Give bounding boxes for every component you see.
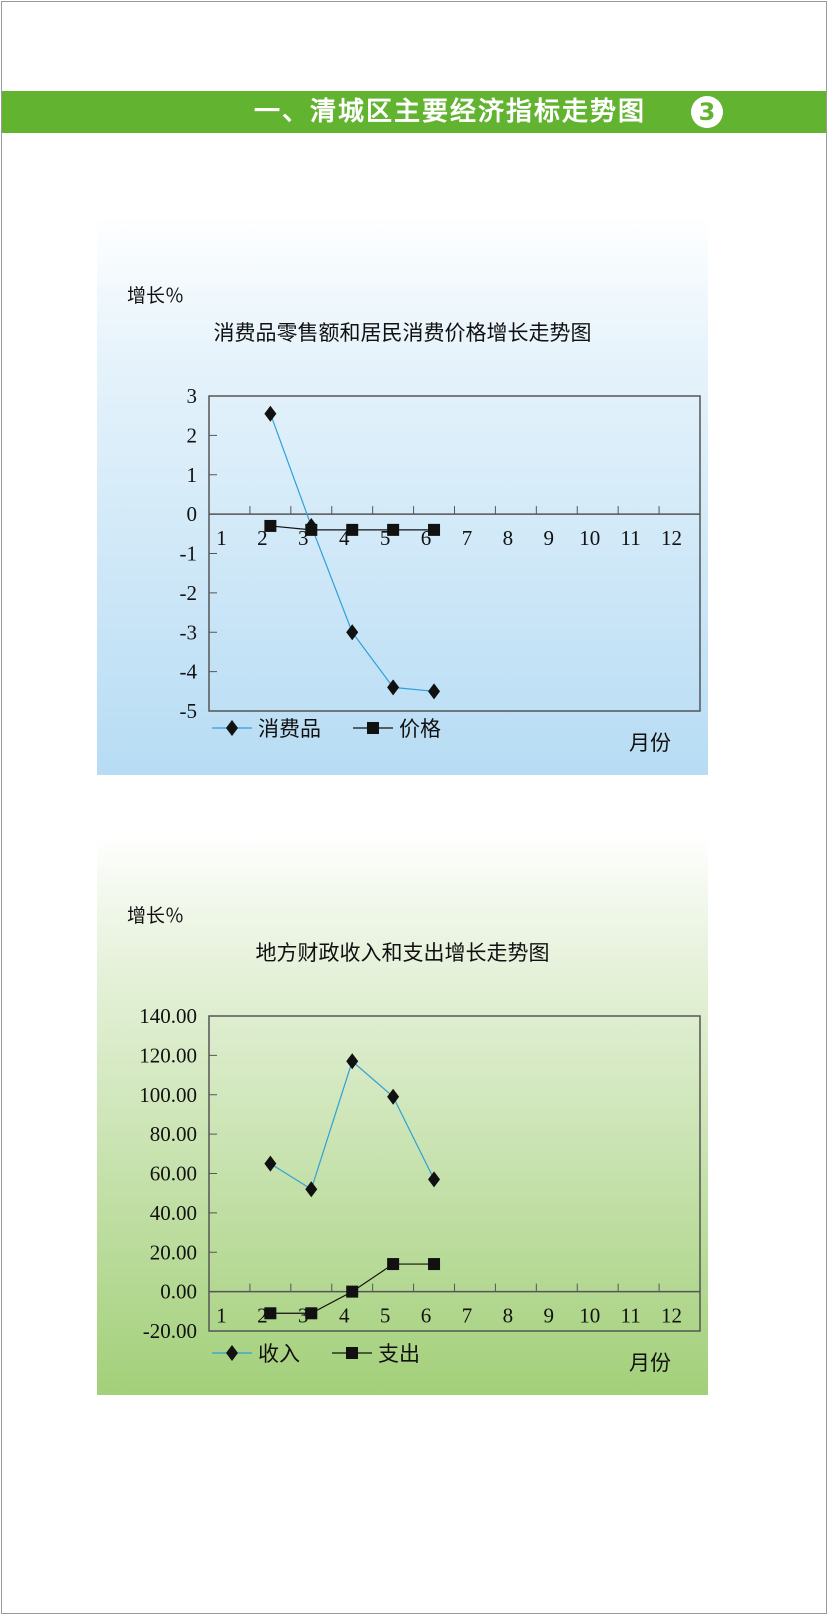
legend-diamond-marker <box>212 720 252 736</box>
legend-item: 支出 <box>332 1338 420 1368</box>
x-tick-label: 7 <box>462 1304 473 1328</box>
data-point-收入 <box>428 1171 441 1188</box>
data-point-价格 <box>346 523 359 536</box>
section-title: 一、清城区主要经济指标走势图 <box>254 97 647 127</box>
data-point-价格 <box>387 523 400 536</box>
y-tick-label: -20.00 <box>143 1319 197 1343</box>
x-tick-label: 5 <box>380 526 391 550</box>
x-tick-label: 11 <box>621 526 641 550</box>
series-line-收入 <box>270 1060 435 1191</box>
data-point-支出 <box>387 1258 400 1271</box>
legend-diamond-icon <box>226 1345 238 1361</box>
chart-panel-consumer: 增长％ 消费品零售额和居民消费价格增长走势图 3 2 1 0 -1 -2 -3 -4 -5 1 2 3… <box>97 215 708 775</box>
legend-square-icon <box>367 722 379 734</box>
x-tick-label: 1 <box>216 526 227 550</box>
data-point-收入 <box>346 1053 359 1070</box>
legend-label: 价格 <box>399 717 441 741</box>
y-tick-label: 60.00 <box>150 1162 197 1186</box>
x-tick-label: 2 <box>257 1304 268 1328</box>
data-point-价格 <box>305 523 318 536</box>
x-tick-label: 3 <box>298 526 309 550</box>
data-point-价格 <box>428 523 441 536</box>
y-tick-label: 100.00 <box>139 1083 197 1107</box>
x-tick-label: 9 <box>544 526 555 550</box>
x-tick-label: 5 <box>380 1304 391 1328</box>
y-axis-label: 增长％ <box>127 285 185 307</box>
x-tick-label: 12 <box>661 526 682 550</box>
x-tick-label: 4 <box>339 526 350 550</box>
legend-item: 收入 <box>212 1338 300 1368</box>
x-tick-label: 8 <box>503 1304 514 1328</box>
series-line-消费品 <box>269 413 435 692</box>
y-tick-label: 80.00 <box>150 1122 197 1146</box>
legend-label: 消费品 <box>258 717 321 741</box>
y-tick-label: 40.00 <box>150 1201 197 1225</box>
x-tick-label: 12 <box>661 1304 682 1328</box>
data-point-支出 <box>346 1285 359 1298</box>
y-tick-label: -3 <box>180 620 198 644</box>
chart-svg: 140.00 120.00 100.00 80.00 60.00 40.00 20.00 0.… <box>139 1004 701 1343</box>
y-axis-label: 增长％ <box>127 905 185 927</box>
data-point-消费品 <box>264 405 277 422</box>
section-banner: 一、清城区主要经济指标走势图 3 <box>2 91 826 133</box>
y-tick-label: 3 <box>187 384 198 408</box>
legend-item: 消费品 <box>212 713 321 743</box>
data-point-支出 <box>305 1307 318 1320</box>
data-point-价格 <box>264 519 277 532</box>
x-axis-label: 月份 <box>629 731 671 755</box>
data-point-收入 <box>387 1088 400 1105</box>
y-tick-label: 0 <box>187 502 198 526</box>
data-point-收入 <box>264 1155 277 1172</box>
x-tick-label: 9 <box>544 1304 555 1328</box>
legend-square-marker <box>332 1347 372 1359</box>
chart-panel-finance: 增长％ 地方财政收入和支出增长走势图 140.00 120.00 100.00 80.… <box>97 835 708 1395</box>
page-number-badge: 3 <box>691 96 723 128</box>
x-tick-label: 11 <box>621 1304 641 1328</box>
data-point-支出 <box>428 1258 441 1271</box>
y-tick-label: 0.00 <box>160 1280 197 1304</box>
x-tick-label: 4 <box>339 1304 350 1328</box>
legend-item: 价格 <box>353 713 441 743</box>
legend-label: 支出 <box>378 1342 420 1366</box>
y-tick-label: 140.00 <box>139 1004 197 1028</box>
data-point-消费品 <box>428 683 441 700</box>
y-tick-label: 2 <box>187 423 198 447</box>
plot-area <box>208 395 701 712</box>
y-tick-label: -1 <box>180 542 198 566</box>
legend-diamond-marker <box>212 1345 252 1361</box>
x-axis-label: 月份 <box>629 1351 671 1375</box>
legend-square-icon <box>346 1347 358 1359</box>
legend: 消费品 价格 <box>212 713 467 743</box>
y-tick-label: 120.00 <box>139 1043 197 1067</box>
x-tick-label: 2 <box>257 526 268 550</box>
legend-square-marker <box>353 722 393 734</box>
y-tick-label: -5 <box>180 699 198 723</box>
y-tick-label: 1 <box>187 463 198 487</box>
x-tick-label: 10 <box>579 1304 600 1328</box>
x-tick-label: 10 <box>579 526 600 550</box>
y-tick-label: -4 <box>180 660 198 684</box>
x-tick-label: 7 <box>462 526 473 550</box>
legend-diamond-icon <box>226 720 238 736</box>
x-tick-label: 6 <box>421 526 432 550</box>
x-tick-label: 1 <box>216 1304 227 1328</box>
y-tick-label: -2 <box>180 581 198 605</box>
chart-title: 地方财政收入和支出增长走势图 <box>255 941 550 965</box>
legend: 收入 支出 <box>212 1338 446 1368</box>
legend-label: 收入 <box>258 1342 300 1366</box>
x-tick-label: 6 <box>421 1304 432 1328</box>
data-point-消费品 <box>346 624 359 641</box>
data-point-支出 <box>264 1307 277 1320</box>
chart-title: 消费品零售额和居民消费价格增长走势图 <box>213 321 592 345</box>
data-point-收入 <box>305 1181 318 1198</box>
x-tick-label: 3 <box>298 1304 309 1328</box>
x-tick-label: 8 <box>503 526 514 550</box>
y-tick-label: 20.00 <box>150 1240 197 1264</box>
data-point-消费品 <box>387 679 400 696</box>
